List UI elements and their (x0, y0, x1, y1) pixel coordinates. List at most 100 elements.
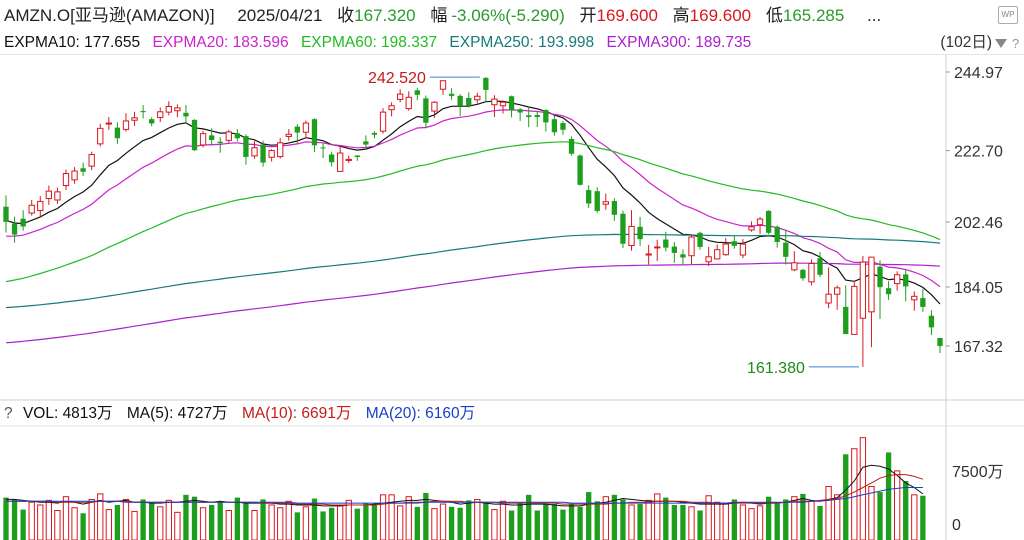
candle-body (491, 98, 498, 106)
candle (114, 122, 121, 144)
volume-bar (739, 504, 747, 540)
candle-body (859, 261, 867, 319)
candle-body (140, 111, 146, 113)
candle-body (868, 256, 875, 313)
volume-bar (680, 504, 686, 540)
candle-body (466, 98, 472, 106)
candle-body (663, 239, 669, 248)
volume-bar (817, 505, 823, 540)
candle-body (37, 200, 44, 212)
candle-body (637, 226, 643, 240)
candle (688, 234, 695, 265)
candle (268, 149, 275, 162)
ema-lines (5, 100, 941, 344)
candle-body (928, 315, 935, 328)
chart-annotations: 242.520 161.380 (368, 70, 859, 377)
candle-body (165, 105, 172, 113)
candle-body (560, 123, 566, 130)
candle-body (268, 150, 275, 158)
candle-body (731, 241, 738, 246)
candle (251, 141, 258, 159)
candle-body (320, 147, 326, 149)
volume-bar (628, 504, 635, 540)
candle (20, 210, 26, 231)
price-tick-label: 222.70 (954, 144, 1003, 161)
candle (285, 129, 292, 141)
candle-body (568, 138, 575, 154)
candle (199, 130, 207, 148)
volume-bar (11, 499, 18, 540)
candle-body (825, 293, 832, 304)
candle (783, 229, 789, 265)
candle-body (800, 269, 806, 279)
volume-bar (731, 499, 738, 540)
volume-bar (234, 497, 241, 540)
volume-bar (800, 493, 806, 540)
candle (165, 101, 172, 116)
candle-body (783, 242, 789, 257)
candle (37, 196, 44, 218)
candle-body (688, 236, 695, 257)
volume-bar (688, 506, 695, 540)
volume-bar (885, 452, 892, 540)
volume-bar (765, 496, 772, 540)
volume-bar (834, 494, 841, 540)
candle (937, 337, 943, 354)
change-field: 幅 -3.06%(-5.290) (430, 6, 564, 25)
candle (508, 95, 515, 118)
candle (893, 271, 901, 291)
candle (680, 249, 686, 265)
candle-body (191, 119, 198, 151)
candle-body (474, 95, 481, 101)
volume-bar (37, 504, 44, 540)
candle (11, 216, 18, 243)
candle-body (671, 246, 678, 253)
candle-body (157, 111, 164, 118)
help-button[interactable]: ? (4, 405, 13, 422)
price-chart[interactable]: 244.97 222.70 202.46 184.05 167.32 242.520 16… (0, 54, 1024, 540)
candle (88, 151, 95, 170)
candle-body (851, 285, 858, 335)
candle (466, 92, 472, 108)
candle-body (774, 226, 780, 242)
candle (423, 95, 429, 129)
volume-bar (645, 499, 652, 540)
volume-bar (199, 507, 207, 540)
symbol-name[interactable]: AMZN.O[亚马逊(AMAZON)] (4, 6, 215, 25)
candle (345, 155, 352, 163)
candle-body (251, 147, 258, 157)
volume-bar (560, 509, 566, 540)
candle (234, 129, 241, 142)
candle (131, 111, 138, 126)
candle (448, 88, 455, 100)
volume-bar (20, 509, 26, 540)
period-selector[interactable]: (102日) (940, 32, 992, 54)
candle-body (534, 114, 540, 118)
volume-bar (45, 499, 53, 540)
candle-body (885, 288, 892, 295)
candle-body (11, 223, 18, 235)
candle-body (294, 126, 300, 133)
volume-chart: 7500万 0 (3, 437, 1004, 540)
candle (122, 113, 130, 132)
candle (843, 285, 849, 335)
candle (320, 142, 326, 158)
volume-bar (414, 506, 420, 540)
volume-bar (345, 499, 352, 540)
vol-tick-label: 0 (952, 517, 961, 534)
candle-body (388, 105, 395, 111)
help-icon[interactable]: ? (1010, 36, 1022, 50)
more-button[interactable]: ... (867, 6, 882, 25)
candle-body (748, 226, 755, 231)
dropdown-triangle-icon[interactable] (994, 36, 1008, 50)
candle-body (483, 77, 489, 90)
low-value: 165.285 (782, 6, 845, 25)
volume-bar (551, 504, 558, 540)
volume-bar (354, 508, 360, 540)
volume-bar (526, 494, 532, 540)
candle (602, 193, 609, 210)
volume-bar (783, 499, 789, 540)
volume-bar (903, 481, 909, 540)
candle (834, 285, 841, 310)
candle-body (285, 133, 292, 137)
